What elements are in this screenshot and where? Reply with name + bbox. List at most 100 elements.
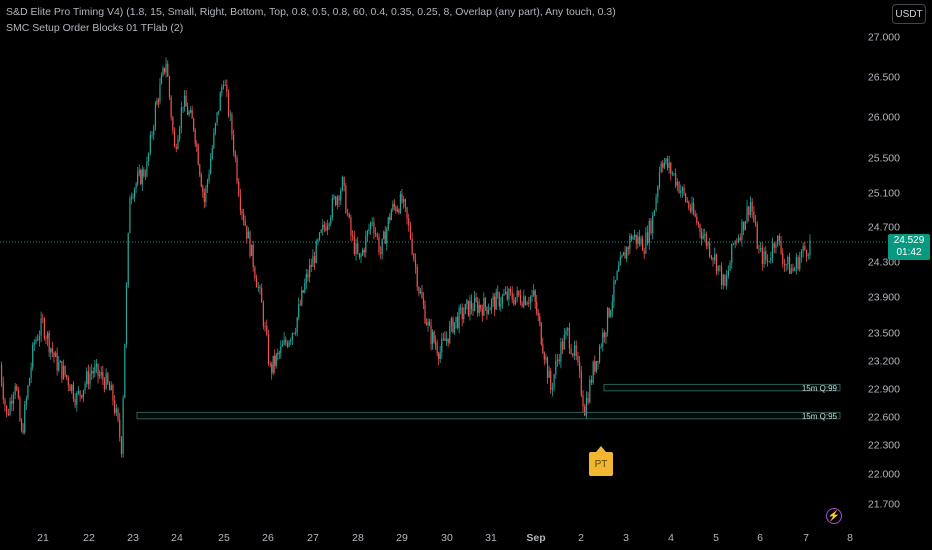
candle (758, 244, 760, 254)
y-tick-label: 22.300 (868, 440, 900, 452)
candle (241, 209, 243, 221)
candle (285, 336, 287, 346)
candle (478, 298, 480, 317)
candle (269, 361, 271, 368)
candle (197, 143, 199, 166)
candle (165, 57, 167, 78)
candle (473, 290, 476, 312)
candle (140, 168, 142, 186)
candle (760, 241, 762, 253)
countdown-label: 01:42 (896, 247, 922, 258)
candle (250, 244, 253, 257)
candle (368, 223, 370, 234)
candle (274, 349, 276, 374)
indicator-legend-line1[interactable]: S&D Elite Pro Timing V4) (1.8, 15, Small… (6, 6, 616, 18)
candle (50, 347, 52, 360)
candle (322, 219, 324, 236)
candle (605, 331, 607, 345)
candle (665, 157, 667, 165)
candle (144, 169, 146, 181)
candle (637, 232, 639, 249)
candle (418, 286, 420, 297)
candle (168, 75, 171, 100)
candle (177, 135, 179, 150)
candle (783, 258, 786, 272)
candle (338, 195, 340, 208)
candle (442, 332, 444, 341)
x-tick-label: 4 (668, 532, 674, 544)
candle (202, 184, 204, 198)
candle (575, 340, 577, 361)
candle (744, 220, 746, 231)
candle (203, 188, 205, 209)
candle (191, 105, 193, 119)
candle (343, 176, 345, 192)
candle (542, 337, 544, 354)
candle (112, 383, 114, 406)
candle (307, 269, 309, 282)
candle (450, 316, 452, 332)
candle (77, 385, 80, 396)
candle (335, 195, 337, 207)
indicator-legend-line2[interactable]: SMC Setup Order Blocks 01 TFlab (2) (6, 22, 184, 34)
candle (467, 300, 469, 317)
candle (141, 165, 143, 192)
pt-marker[interactable]: PT (589, 446, 613, 476)
candle (409, 221, 412, 241)
candle (543, 351, 545, 366)
candle (477, 297, 479, 317)
candle (560, 337, 562, 369)
candle (717, 265, 719, 275)
candle (751, 197, 753, 219)
candle (360, 252, 362, 264)
candle (291, 332, 293, 345)
candle (389, 213, 391, 224)
candle (283, 332, 285, 346)
candle (676, 178, 678, 192)
candle (286, 340, 289, 349)
candle (782, 248, 784, 268)
order-block[interactable]: 15m Q:95 (136, 411, 841, 421)
candle (681, 186, 684, 198)
candle (318, 231, 321, 242)
candle (809, 234, 811, 260)
candle (694, 210, 696, 218)
candle (0, 361, 3, 387)
candle (200, 172, 202, 188)
candle (570, 343, 572, 355)
candle (222, 80, 225, 90)
candle (710, 254, 712, 261)
candle (643, 247, 645, 260)
candle (427, 318, 429, 332)
lightning-icon[interactable]: ⚡ (826, 508, 842, 524)
candle (386, 226, 388, 251)
candle (281, 340, 284, 347)
candle (363, 247, 365, 258)
order-block[interactable]: 15m Q:99 (603, 383, 841, 393)
candle (460, 303, 462, 315)
candle (196, 140, 198, 152)
candle (422, 292, 425, 310)
time-axis[interactable]: 21 22 23 24 25 26 27 28 29 30 31 Sep 2 3 4 5 6 7 8 (37, 532, 853, 544)
candle (393, 199, 395, 211)
candle (753, 206, 755, 223)
candle (592, 360, 594, 385)
candle (244, 215, 246, 227)
candle (424, 300, 426, 325)
price-axis[interactable]: 27.00026.50026.00025.50025.10024.70024.3… (868, 32, 900, 511)
currency-button[interactable]: USDT (892, 4, 926, 24)
candle (490, 298, 493, 315)
candle (167, 60, 169, 77)
candle (688, 200, 690, 211)
candle (449, 320, 451, 345)
candle (792, 263, 794, 273)
candle (208, 169, 210, 184)
candle (556, 354, 559, 367)
candle (771, 237, 774, 264)
candle (746, 199, 748, 224)
candle (700, 228, 703, 246)
candle (154, 101, 157, 131)
candle (272, 355, 274, 376)
x-tick-label: 3 (623, 532, 629, 544)
